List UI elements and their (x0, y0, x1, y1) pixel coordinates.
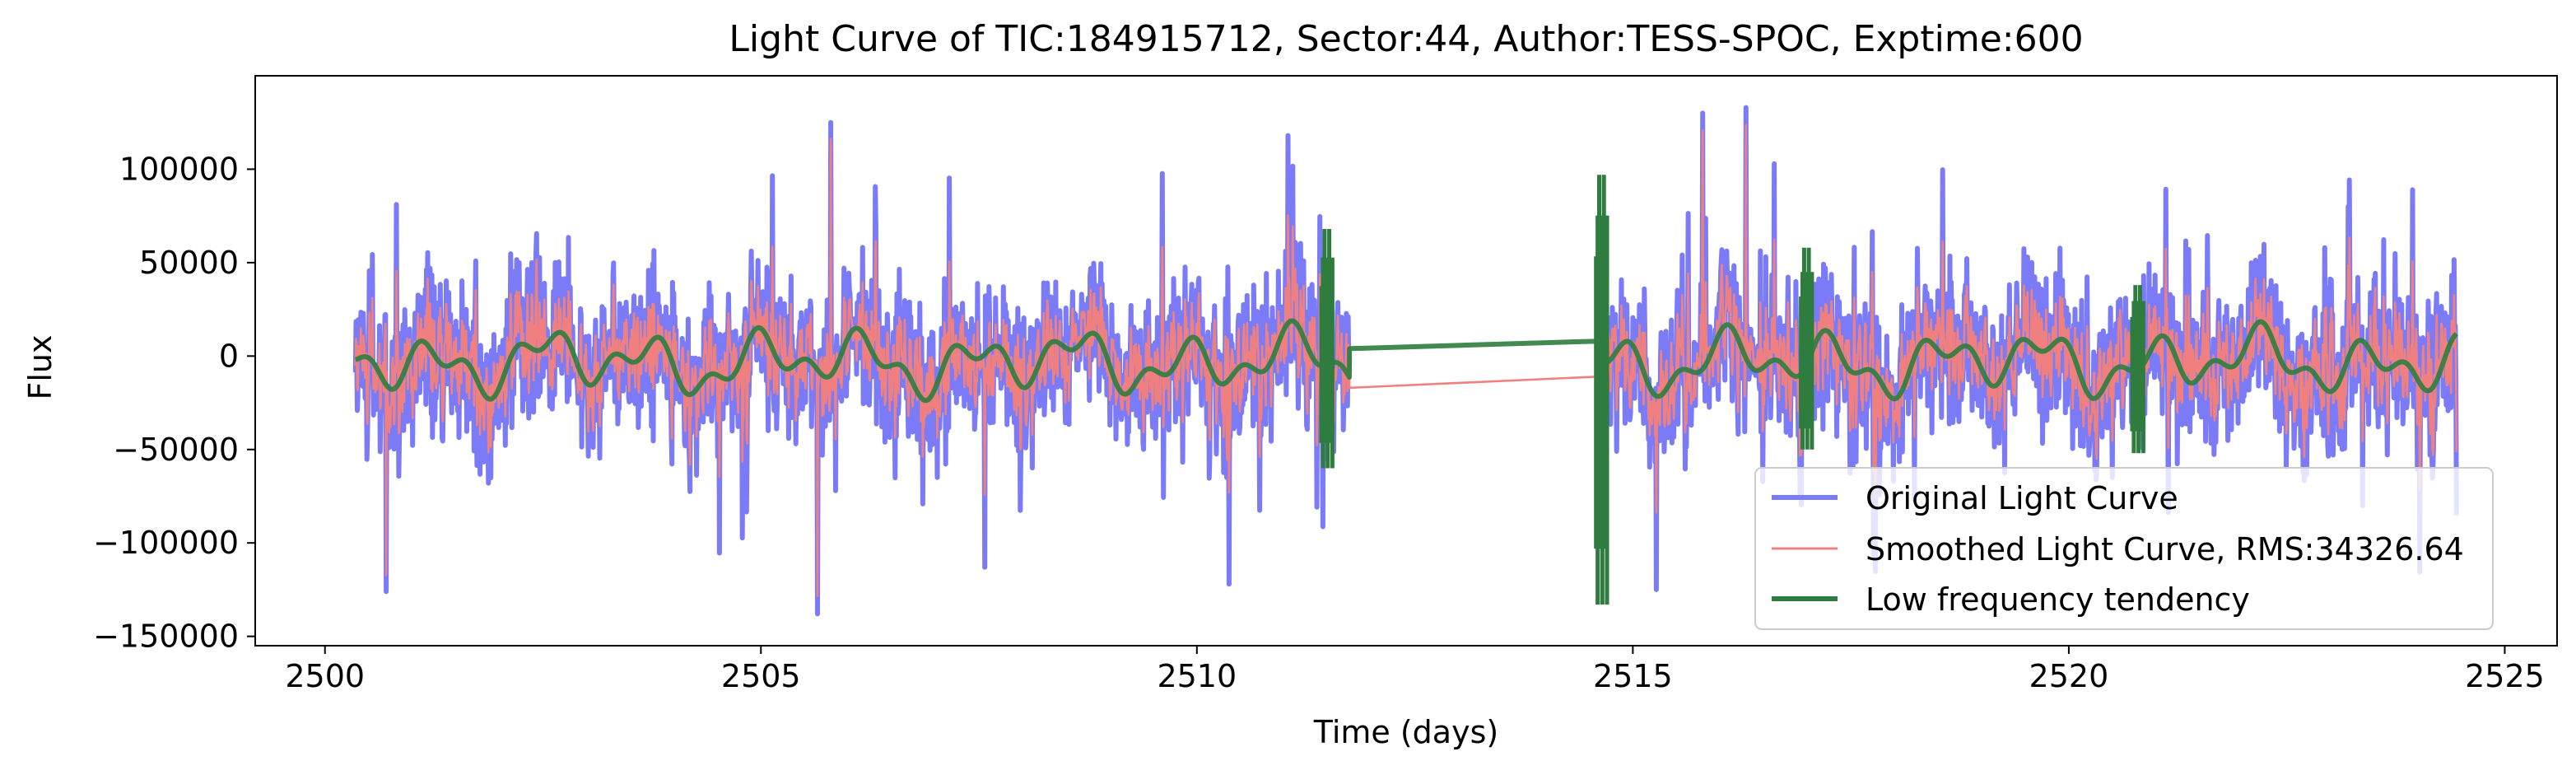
legend-label-low-frequency: Low frequency tendency (1866, 581, 2250, 618)
y-tick-label: 50000 (139, 245, 239, 281)
y-tick-label: 0 (219, 338, 239, 374)
x-tick-label: 2510 (1157, 658, 1237, 694)
legend-label-original: Original Light Curve (1866, 480, 2178, 516)
y-tick-label: 100000 (119, 151, 239, 187)
y-axis-label: Flux (22, 335, 58, 400)
low-frequency-spike (1319, 229, 1335, 469)
y-tick-label: −100000 (93, 525, 239, 561)
x-tick-label: 2515 (1593, 658, 1673, 694)
x-tick-label: 2525 (2465, 658, 2545, 694)
axes-frame (254, 75, 2558, 647)
x-axis-label: Time (days) (1313, 714, 1498, 750)
y-tick-label: −50000 (113, 432, 239, 468)
x-axis-ticks: 2500 2505 2510 2515 2520 2525 (285, 646, 2545, 694)
x-tick-label: 2500 (285, 658, 365, 694)
x-tick-label: 2520 (2029, 658, 2109, 694)
legend: Original Light Curve Smoothed Light Curv… (1754, 467, 2494, 630)
chart-title: Light Curve of TIC:184915712, Sector:44,… (729, 18, 2083, 60)
y-tick-label: −150000 (93, 619, 239, 655)
series-low-frequency-line (353, 318, 2459, 404)
low-frequency-spike (2130, 285, 2145, 454)
low-frequency-spike (1799, 247, 1814, 450)
y-axis-ticks: −150000 −100000 −50000 0 50000 100000 (93, 151, 255, 655)
low-frequency-spike (1594, 175, 1609, 605)
legend-label-smoothed: Smoothed Light Curve, RMS:34326.64 (1866, 531, 2464, 567)
x-tick-label: 2505 (721, 658, 801, 694)
legend-box (1754, 467, 2494, 630)
plot-data-area (352, 105, 2459, 617)
